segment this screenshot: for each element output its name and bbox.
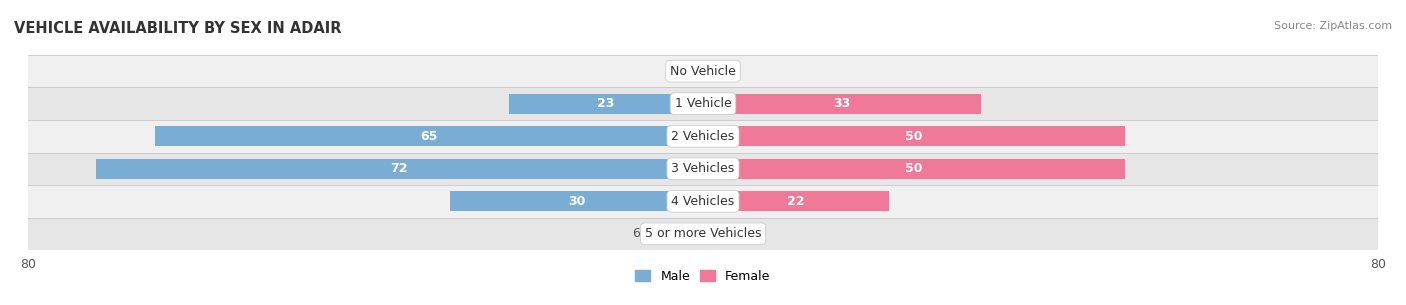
Text: No Vehicle: No Vehicle (671, 65, 735, 78)
Text: 22: 22 (787, 195, 804, 208)
Bar (28, 217, 1378, 250)
Text: 5 or more Vehicles: 5 or more Vehicles (645, 227, 761, 240)
Bar (703, 191, 889, 211)
Text: 72: 72 (391, 162, 408, 175)
Bar (155, 126, 703, 146)
Text: 2 Vehicles: 2 Vehicles (672, 130, 734, 143)
Text: 33: 33 (834, 97, 851, 110)
Text: 6: 6 (631, 227, 640, 240)
Legend: Male, Female: Male, Female (631, 266, 775, 287)
Text: Source: ZipAtlas.com: Source: ZipAtlas.com (1274, 21, 1392, 31)
Text: 50: 50 (905, 162, 922, 175)
Bar (28, 55, 1378, 88)
Bar (450, 191, 703, 211)
Bar (686, 61, 703, 81)
Bar (28, 120, 1378, 152)
Text: 50: 50 (905, 130, 922, 143)
Text: 23: 23 (598, 97, 614, 110)
Bar (28, 88, 1378, 120)
Bar (28, 185, 1378, 217)
Bar (703, 126, 1125, 146)
Text: 4 Vehicles: 4 Vehicles (672, 195, 734, 208)
Bar (703, 94, 981, 114)
Bar (96, 159, 703, 179)
Bar (28, 152, 1378, 185)
Text: 65: 65 (420, 130, 437, 143)
Bar (652, 224, 703, 244)
Bar (509, 94, 703, 114)
Text: 0: 0 (716, 65, 724, 78)
Text: 2: 2 (665, 65, 673, 78)
Text: 1 Vehicle: 1 Vehicle (675, 97, 731, 110)
Bar (703, 159, 1125, 179)
Text: VEHICLE AVAILABILITY BY SEX IN ADAIR: VEHICLE AVAILABILITY BY SEX IN ADAIR (14, 21, 342, 36)
Text: 5: 5 (758, 227, 766, 240)
Text: 30: 30 (568, 195, 585, 208)
Bar (703, 224, 745, 244)
Text: 3 Vehicles: 3 Vehicles (672, 162, 734, 175)
